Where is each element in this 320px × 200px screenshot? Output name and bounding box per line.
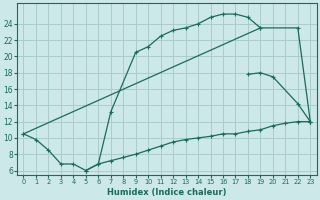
X-axis label: Humidex (Indice chaleur): Humidex (Indice chaleur) [107,188,227,197]
